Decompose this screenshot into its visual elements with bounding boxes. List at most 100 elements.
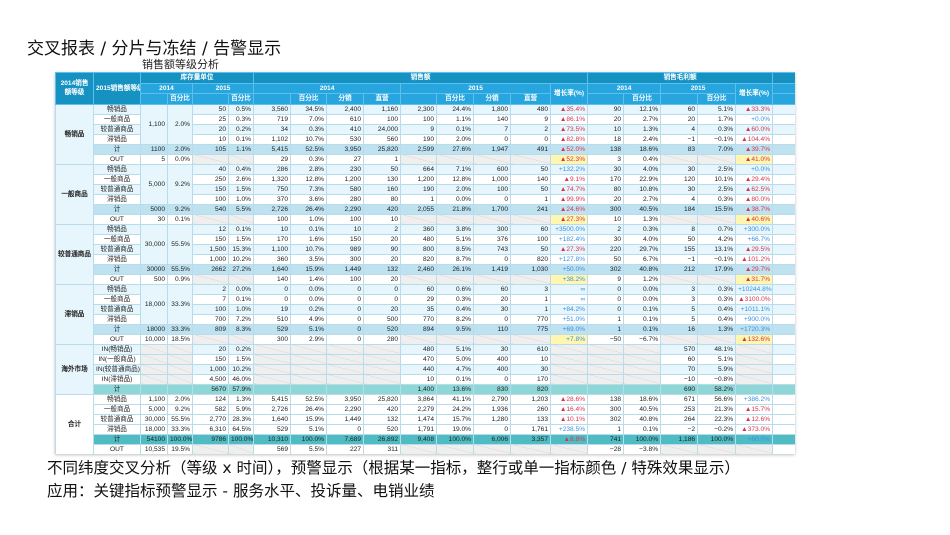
table-row[interactable]: 滞销品 700 7.2% 510 4.9% 0 500 770 8.2% 0 770 +51.0% 1 0… [56,313,795,325]
value-cell: 76 [772,393,795,405]
value-cell: 18.6% [623,393,662,405]
table-row[interactable]: OUT 500 0.9% 140 1.4% 100 20 +38.2% 9 1.2% ▲31.7% [56,273,795,285]
value-cell: 100 [326,213,365,225]
table-row[interactable]: 计 5000 9.2% 540 5.5% 2,726 26.4% 2,290 420 2,055 2… [56,203,795,215]
row-label: 计 [93,433,141,445]
table-row[interactable]: 滞销品 18,000 33.3% 6,310 64.5% 529 5.1% 0 520 1,791… [56,423,795,435]
table-row[interactable]: 滞销品 10 0.1% 1,102 10.7% 530 560 190 2.0% 0 0 ▲82.8%… [56,133,795,145]
table-row[interactable]: IN(滞销品) 4,500 46.0% 10 0.1% 0 170 −10 −0.8% [56,373,795,385]
value-cell: 5.5% [290,443,328,454]
value-cell: 260 [510,403,552,415]
table-row[interactable]: 海外市场 IN(畅销品) 20 0.2% 480 5.1% 30 610 570 48.1% [55,343,795,395]
value-cell: 20 [192,123,229,135]
value-cell: 34 [253,123,292,135]
row-label: IN(一般商品) [93,353,141,365]
value-cell [192,273,229,285]
value-cell [623,363,662,375]
value-cell: 2,599 [400,143,438,155]
value-cell [697,443,737,454]
table-row[interactable]: 较普通商品 30,000 55.5% 2,770 28.3% 1,640 15.9% 1,44… [56,413,795,425]
value-cell: 360 [400,223,438,235]
header-sales[interactable]: 销售额 [253,72,589,84]
header-extra-2 [772,82,795,94]
value-cell [772,273,795,285]
value-cell [140,363,168,375]
value-cell: 1,203 [510,393,552,405]
value-cell: 410 [326,123,365,135]
table-row[interactable]: 滞销品 畅销品 18,000 33.3% 2 0.0% 0 0.0% 0 0 60 0.6% 60 3 ∞ 0… [55,283,795,345]
value-cell: 22.3% [697,413,737,425]
value-cell: 1 [772,313,795,325]
value-cell [772,303,795,315]
table-row[interactable]: 合计 畅销品 1,100 2.0% 124 1.3% 5,415 52.5% 3,950 25,8… [55,393,795,454]
value-cell [587,373,625,385]
header-inv-2015: 2015 [191,82,255,94]
value-cell: 29.7% [623,243,662,255]
value-cell: 3,950 [326,393,365,405]
table-row[interactable]: OUT 30 0.1% 100 1.0% 100 10 ▲27.3% 10 1.3% ▲40.6% [56,213,795,225]
value-cell: 440 [400,363,438,375]
value-cell: 1,000 [192,363,229,375]
value-cell: 18,000 [140,283,168,325]
value-cell: 100 [510,233,552,245]
value-cell: 170 [253,233,292,245]
table-row[interactable]: IN(一般商品) 150 1.5% 470 5.0% 400 10 60 5.1% [56,353,795,365]
header-gross-profit[interactable]: 销售毛利额 [587,72,774,84]
value-cell: 1,791 [400,423,438,435]
table-row[interactable]: 较普通商品 畅销品 30,000 55.5% 12 0.1% 10 0.1% 10 2 360 3.8… [55,223,795,285]
table-row[interactable]: 计 30000 55.5% 2662 27.2% 1,640 15.9% 1,449 132 2,… [56,263,795,275]
value-cell: 2.9% [290,333,328,345]
value-cell [697,153,737,165]
growth-cell: ▲33.3% [735,103,774,115]
table-row[interactable]: 较普通商品 1,500 15.3% 1,100 10.7% 989 90 800 8.5% 743… [56,243,795,255]
value-cell: 4.0% [623,233,662,245]
value-cell [326,353,365,365]
table-row[interactable]: 滞销品 100 1.0% 370 3.6% 280 80 1 0.0% 0 1 ▲99.9% 20 2.7… [56,193,795,205]
growth-cell [550,373,589,385]
table-row[interactable]: 计 18000 33.3% 809 8.3% 529 5.1% 0 520 894 9.5% 110 7… [56,323,795,335]
value-cell: 241 [510,203,552,215]
header-2015-level[interactable]: 2015销售额等级 [93,72,141,105]
table-row[interactable]: 较普通商品 100 1.0% 19 0.2% 0 20 35 0.4% 30 1 +84.2% 0 0.1… [56,303,795,315]
table-row[interactable]: 计 54100 100.0% 9786 100.0% 10,310 100.0% 7,689 2… [56,433,795,445]
header-inventory[interactable]: 库存量单位 [139,72,255,84]
value-cell: 150 [192,353,229,365]
value-cell: 34.5% [290,103,328,115]
table-row[interactable]: OUT 10,000 18.5% 300 2.9% 0 280 +7.8% −50 −6.7% ▲1… [56,333,795,345]
value-cell: 13.1% [697,243,737,255]
value-cell: 7 [192,293,229,305]
table-row[interactable]: 畅销品 畅销品 1,100 2.0% 50 0.5% 3,560 34.5% 2,400 1,16… [55,103,795,165]
value-cell: 18 [772,203,795,215]
header-blank [400,93,438,105]
table-row[interactable]: 计 5670 57.9% 1,400 13.6% 830 820 690 58.2% [56,383,795,395]
value-cell: 570 [660,343,699,355]
table-row[interactable]: 计 1100 2.0% 105 1.1% 5,415 52.5% 3,950 25,820 2,5… [56,143,795,155]
value-cell: 1,700 [473,203,512,215]
value-cell: 30000 [140,263,168,275]
growth-cell: +1011.1% [735,303,774,315]
table-row[interactable]: IN(较普通商品) 1,000 10.2% 440 4.7% 400 30 70 5.9% [56,363,795,375]
value-cell: 1,186 [660,433,699,445]
value-cell [290,383,328,395]
value-cell: 100.0% [167,433,193,445]
value-cell: 29 [400,293,438,305]
table-row[interactable]: 一般商品 5,000 9.2% 582 5.9% 2,726 26.4% 2,290 420 2,… [56,403,795,415]
value-cell: 3.5% [290,253,328,265]
value-cell: 0 [587,283,625,295]
value-cell: 15.5% [697,203,737,215]
value-cell: 3 [510,283,552,295]
table-row[interactable]: 一般商品 畅销品 5,000 9.2% 40 0.4% 286 2.8% 230 50 664 7.1… [55,163,795,225]
header-2014-level[interactable]: 2014销售额等级 [55,72,94,105]
table-row[interactable]: 滞销品 1,000 10.2% 360 3.5% 300 20 820 8.7% 0 820 +127… [56,253,795,265]
value-cell: 1,280 [473,413,512,425]
value-cell: 140 [253,273,292,285]
value-cell: 100.0% [227,433,255,445]
value-cell [660,443,699,454]
value-cell [510,273,552,285]
table-row[interactable]: OUT 5 0.0% 29 0.3% 27 1 ▲52.3% 3 0.4% ▲41.0% [56,153,795,165]
value-cell: 30 [140,213,168,225]
value-cell [227,153,255,165]
value-cell: 2.0% [436,133,475,145]
value-cell: 100 [326,273,365,285]
